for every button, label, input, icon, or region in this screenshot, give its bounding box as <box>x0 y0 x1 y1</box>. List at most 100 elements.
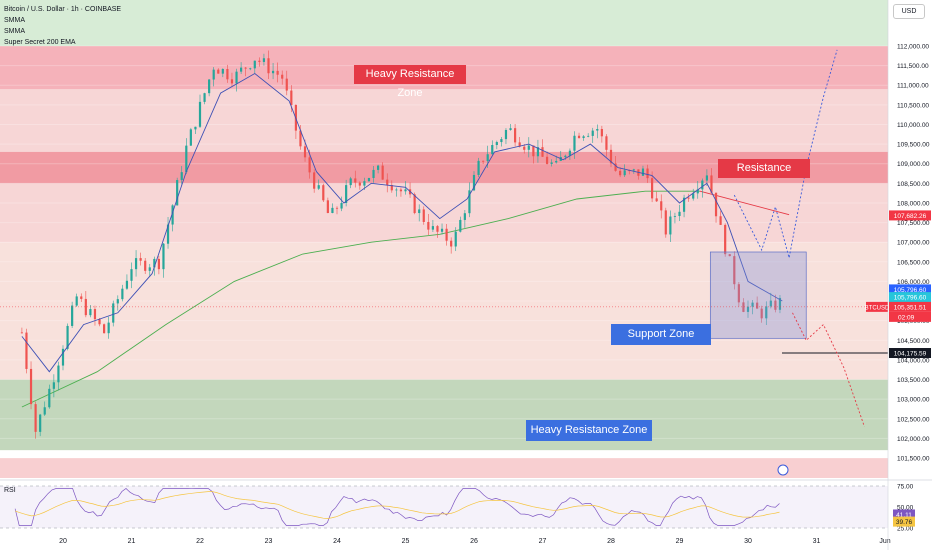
ema200-line <box>21 190 701 408</box>
candle-body <box>98 319 101 325</box>
ema200-indicator[interactable]: Super Secret 200 EMA <box>4 39 76 46</box>
candle-body <box>134 258 138 270</box>
candle-body <box>340 203 343 209</box>
candle-body <box>482 160 485 162</box>
candle-body <box>75 296 78 306</box>
smma-indicator-2[interactable]: SMMA <box>4 28 25 35</box>
candle-body <box>737 284 740 303</box>
candle-body <box>57 365 60 383</box>
candle-body <box>103 324 106 334</box>
symbol-title[interactable]: Bitcoin / U.S. Dollar · 1h · COINBASE <box>4 6 122 13</box>
candle-body <box>130 269 133 281</box>
candle-body <box>705 175 708 181</box>
candle-body <box>641 168 645 176</box>
x-tick-label: 21 <box>128 538 136 545</box>
candle-body <box>655 198 658 202</box>
price-tag-label: 105,796.60 <box>894 295 927 302</box>
candle-body <box>587 135 590 137</box>
candle-body <box>34 404 37 432</box>
candle-body <box>682 197 686 212</box>
candle-body <box>751 302 754 307</box>
candle-body <box>504 129 508 140</box>
candle-body <box>80 296 83 299</box>
resistance-label[interactable]: Resistance <box>718 159 810 178</box>
candle-body <box>285 78 288 91</box>
price-scale-bg <box>888 0 932 550</box>
candle-body <box>445 228 448 241</box>
price-tag-label: 107,682.26 <box>894 213 927 220</box>
candle-body <box>468 190 471 214</box>
candle-body <box>194 126 197 130</box>
candle-body <box>404 189 407 192</box>
price-tag-label: 105,351.51 <box>894 304 927 311</box>
candle-body <box>568 150 571 156</box>
candle-body <box>518 142 521 147</box>
candle-body <box>157 258 160 270</box>
currency-button[interactable]: USD <box>893 4 925 19</box>
candle-body <box>628 170 631 172</box>
candle-body <box>523 146 526 150</box>
zone-heavy-support-bottom <box>0 379 888 451</box>
candle-body <box>719 216 722 225</box>
candle-body <box>746 306 750 312</box>
smma-indicator-1[interactable]: SMMA <box>4 17 25 24</box>
y-tick-label: 112,000.00 <box>897 44 929 51</box>
candle-body <box>267 58 270 74</box>
candle-body <box>527 145 530 150</box>
candle-body <box>290 90 293 105</box>
x-tick-label: 24 <box>333 538 341 545</box>
candle-body <box>125 280 129 289</box>
candle-body <box>436 226 439 232</box>
rsi-label: RSI <box>4 487 16 494</box>
candle-body <box>742 302 745 312</box>
support-zone-label[interactable]: Support Zone <box>611 324 711 345</box>
candle-body <box>212 69 215 80</box>
candle-body <box>89 309 92 316</box>
heavy-resistance-top-label[interactable]: Heavy Resistance Zone <box>354 65 466 99</box>
y-tick-label: 111,500.00 <box>897 63 929 70</box>
candle-body <box>459 219 462 232</box>
candle-body <box>281 74 284 79</box>
candle-body <box>536 147 540 157</box>
ema-red-tail <box>699 190 790 216</box>
candle-body <box>774 300 777 310</box>
price-tag-label: 105,796.60 <box>894 287 927 294</box>
candle-body <box>491 145 494 155</box>
candle-body <box>756 302 759 309</box>
top-green-band <box>0 0 888 46</box>
candle-body <box>253 60 256 69</box>
forecast-up-path <box>733 49 838 259</box>
candle-body <box>313 172 316 189</box>
candle-body <box>240 67 243 72</box>
candle-body <box>71 305 74 326</box>
x-tick-label: 31 <box>813 538 821 545</box>
candle-body <box>153 258 156 268</box>
candle-body <box>66 325 69 349</box>
candle-body <box>354 178 357 183</box>
countdown-label: 02:09 <box>898 314 915 321</box>
candle-body <box>678 211 681 217</box>
candle-body <box>555 160 558 163</box>
candle-body <box>769 300 772 307</box>
candle-body <box>427 221 430 230</box>
candle-body <box>93 309 97 320</box>
y-tick-label: 104,500.00 <box>897 338 930 345</box>
candle-body <box>386 179 389 185</box>
candle-body <box>550 162 553 164</box>
heavy-resistance-bottom-label[interactable]: Heavy Resistance Zone <box>526 420 652 441</box>
rsi-tick: 25.00 <box>897 526 914 533</box>
candle-body <box>495 142 498 146</box>
y-tick-label: 108,000.00 <box>897 200 930 207</box>
rsi-band <box>0 486 888 528</box>
y-tick-label: 110,500.00 <box>897 102 929 109</box>
candle-body <box>614 163 617 171</box>
x-tick-label: 20 <box>59 538 67 545</box>
y-tick-label: 109,000.00 <box>897 161 930 168</box>
candle-body <box>39 414 42 432</box>
x-tick-label: 28 <box>607 538 615 545</box>
candle-body <box>692 193 695 199</box>
x-tick-label: 23 <box>265 538 273 545</box>
candle-body <box>48 388 51 408</box>
